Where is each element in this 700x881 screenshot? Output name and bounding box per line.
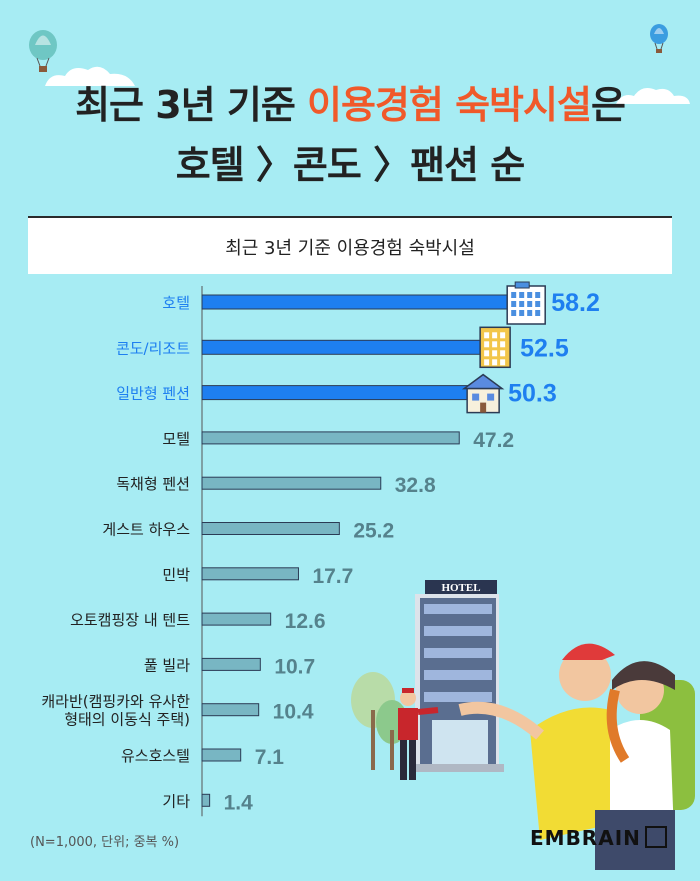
bar	[201, 793, 211, 807]
value-label: 7.1	[255, 746, 285, 769]
category-label: 민박	[162, 566, 190, 584]
category-label: 모텔	[162, 430, 190, 448]
cloud-right-icon	[616, 88, 690, 104]
value-label: 50.3	[508, 380, 557, 408]
headline-line-2: 호텔 〉콘도 〉팬션 순	[175, 143, 525, 187]
condo-building-icon	[479, 326, 511, 369]
category-label: 캐라반(캠핑카와 유사한 형태의 이동식 주택)	[41, 693, 190, 729]
category-label: 독채형 펜션	[116, 475, 190, 493]
hot-air-balloon-right-icon	[650, 24, 668, 53]
value-label: 32.8	[395, 474, 436, 497]
brand-mark-icon	[644, 826, 667, 848]
category-label: 오토캠핑장 내 텐트	[70, 611, 190, 629]
office-building-icon	[506, 281, 546, 325]
bar	[201, 748, 242, 762]
headline-line-1: 최근 3년 기준 이용경험 숙박시설은	[0, 74, 700, 129]
value-label: 10.7	[274, 655, 315, 678]
category-label: 게스트 하우스	[102, 521, 190, 539]
headline-suffix: 은	[590, 83, 626, 127]
footnote: (N=1,000, 단위; 중복 %)	[30, 835, 180, 850]
brand-logo: EMBRAIN	[530, 826, 667, 850]
category-label: 기타	[162, 792, 190, 810]
hot-air-balloon-left-icon	[29, 30, 57, 72]
bar	[201, 294, 520, 310]
cloud-left-icon	[45, 66, 135, 86]
value-label: 52.5	[520, 334, 569, 362]
house-icon	[461, 373, 505, 414]
chart-title-box: 최근 3년 기준 이용경험 숙박시설	[28, 216, 672, 274]
hotel-illustration: HOTEL	[351, 580, 695, 870]
bar	[201, 385, 477, 401]
bar	[201, 522, 340, 535]
headline-prefix: 최근 3년 기준	[75, 83, 308, 127]
bar	[201, 339, 489, 355]
value-label: 1.4	[224, 791, 254, 814]
bar	[201, 431, 460, 445]
category-label: 호텔	[162, 294, 190, 312]
category-label: 일반형 펜션	[116, 385, 190, 403]
value-label: 17.7	[312, 565, 353, 588]
bar	[201, 476, 382, 490]
bar	[201, 703, 260, 717]
hotel-sign-text: HOTEL	[441, 582, 480, 594]
category-label: 콘도/리조트	[116, 339, 190, 357]
bar	[201, 612, 272, 626]
category-label: 풀 빌라	[144, 656, 190, 674]
value-label: 25.2	[353, 520, 394, 543]
category-label: 유스호스텔	[121, 747, 190, 765]
headline-highlight: 이용경험 숙박시설	[307, 83, 592, 127]
value-label: 58.2	[551, 289, 600, 317]
value-label: 12.6	[285, 610, 326, 633]
brand-name: EMBRAIN	[530, 826, 641, 850]
value-label: 10.4	[273, 701, 314, 724]
bar	[201, 567, 299, 581]
chart-title: 최근 3년 기준 이용경험 숙박시설	[225, 238, 475, 259]
bar	[201, 657, 261, 671]
value-label: 47.2	[473, 429, 514, 452]
